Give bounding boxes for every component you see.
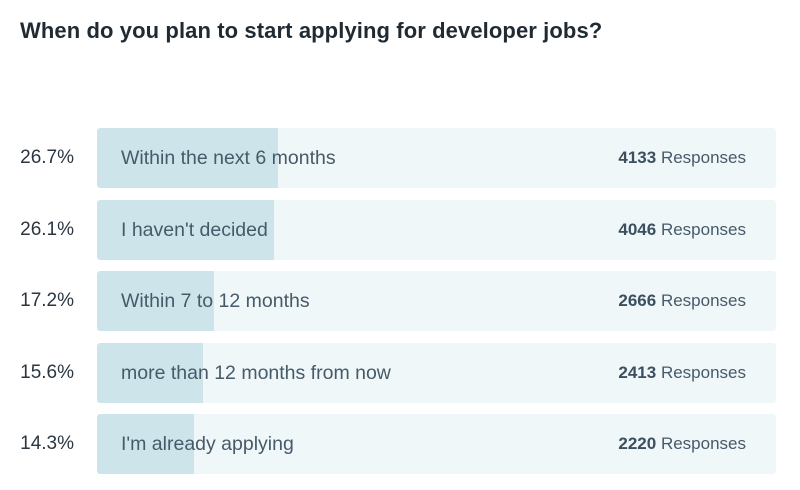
percent-label: 15.6% xyxy=(20,361,74,383)
response-suffix: Responses xyxy=(660,434,746,453)
response-suffix: Responses xyxy=(660,219,746,239)
response-count-value: 4046 xyxy=(618,219,657,239)
bar xyxy=(97,199,275,260)
percent-label: 26.1% xyxy=(20,218,74,240)
category-label: I'm already applying xyxy=(121,433,294,455)
bar-track: Within 7 to 12 months 2666 Responses xyxy=(97,271,776,331)
percent-label: 14.3% xyxy=(20,433,74,454)
bar xyxy=(97,342,203,403)
response-count: 4046 Responses xyxy=(618,200,746,260)
percent-label: 17.2% xyxy=(20,290,74,311)
percent-label: 26.7% xyxy=(20,147,74,168)
category-label: Within the next 6 months xyxy=(121,147,336,169)
bar-row: 15.6% more than 12 months from now 2413 Re… xyxy=(0,342,800,403)
response-count: 4133 Responses xyxy=(618,128,746,188)
bar-track: I'm already applying 2220 Responses xyxy=(97,414,776,474)
response-count-value: 2220 xyxy=(618,434,657,453)
bar-track: more than 12 months from now 2413 Respons… xyxy=(97,342,776,403)
bar xyxy=(97,414,195,474)
category-label: Within 7 to 12 months xyxy=(121,290,310,312)
bar xyxy=(97,271,214,331)
response-count: 2666 Responses xyxy=(618,271,746,331)
bar-track: Within the next 6 months 4133 Responses xyxy=(97,128,776,188)
response-suffix: Responses xyxy=(660,148,746,167)
response-count-value: 2413 xyxy=(618,362,657,382)
response-count-value: 2666 xyxy=(618,291,657,310)
response-count-value: 4133 xyxy=(618,148,657,167)
bar-rows: 26.7% Within the next 6 months 4133 Respon… xyxy=(0,128,800,486)
response-count: 2220 Responses xyxy=(618,414,746,474)
response-suffix: Responses xyxy=(660,291,746,310)
response-count: 2413 Responses xyxy=(618,343,746,403)
bar-row: 17.2% Within 7 to 12 months 2666 Responses xyxy=(0,271,800,331)
category-label: more than 12 months from now xyxy=(121,361,391,384)
bar-row: 26.7% Within the next 6 months 4133 Respon… xyxy=(0,128,800,188)
response-suffix: Responses xyxy=(660,362,746,382)
category-label: I haven't decided xyxy=(121,218,268,241)
chart-title: When do you plan to start applying for d… xyxy=(20,18,603,43)
bar xyxy=(97,128,279,188)
bar-track: I haven't decided 4046 Responses xyxy=(97,199,776,260)
bar-row: 14.3% I'm already applying 2220 Responses xyxy=(0,414,800,474)
bar-row: 26.1% I haven't decided 4046 Responses xyxy=(0,199,800,260)
